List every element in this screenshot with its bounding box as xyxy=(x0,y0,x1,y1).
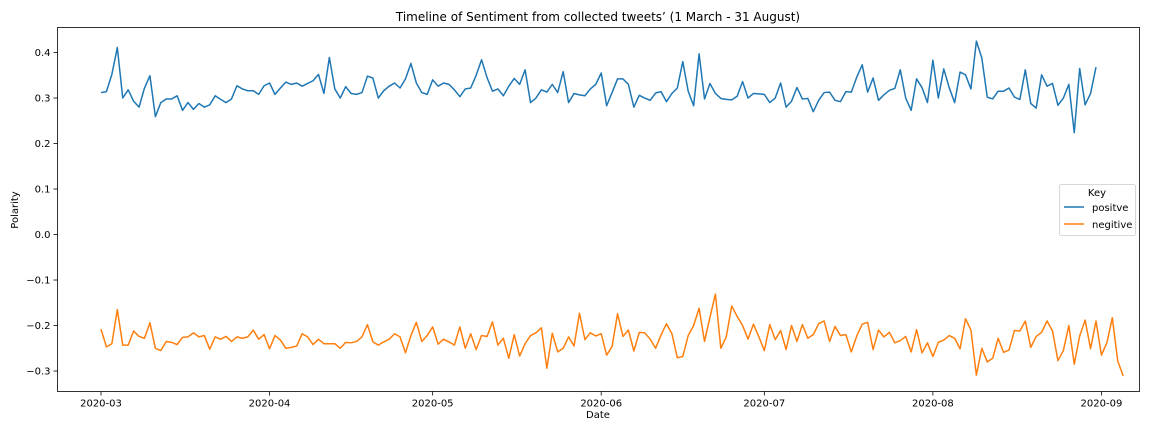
y-tick-label: 0.3 xyxy=(35,94,51,105)
legend-label-negative: negitive xyxy=(1092,220,1132,231)
axis-ticks: 2020-03 2020-04 2020-05 2020-06 2020-07 2020-… xyxy=(26,48,1122,409)
y-tick-label: 0.2 xyxy=(35,139,51,150)
x-tick-label: 2020-04 xyxy=(249,399,291,410)
legend: Key positve negitive xyxy=(1059,184,1136,236)
chart-title: Timeline of Sentiment from collected twe… xyxy=(395,10,800,24)
legend-box xyxy=(1059,184,1136,236)
series-layer xyxy=(100,40,1124,377)
series-line-0 xyxy=(100,40,1097,134)
x-axis-label: Date xyxy=(586,410,610,421)
x-tick-label: 2020-09 xyxy=(1081,399,1123,410)
x-tick-label: 2020-05 xyxy=(412,399,454,410)
y-tick-label: −0.2 xyxy=(26,321,50,332)
y-tick-label: −0.1 xyxy=(26,276,50,287)
y-axis-label: Polarity xyxy=(10,191,21,229)
x-tick-label: 2020-03 xyxy=(80,399,122,410)
plot-area xyxy=(57,27,1140,392)
y-tick-label: 0.1 xyxy=(35,185,51,196)
x-tick-label: 2020-06 xyxy=(580,399,622,410)
legend-label-positive: positve xyxy=(1092,203,1128,214)
y-tick-label: 0.0 xyxy=(35,230,51,241)
legend-title: Key xyxy=(1088,188,1106,199)
series-line-1 xyxy=(100,293,1124,377)
y-tick-label: 0.4 xyxy=(35,48,51,59)
x-tick-label: 2020-07 xyxy=(743,399,785,410)
x-tick-label: 2020-08 xyxy=(912,399,954,410)
y-tick-label: −0.3 xyxy=(26,367,50,378)
